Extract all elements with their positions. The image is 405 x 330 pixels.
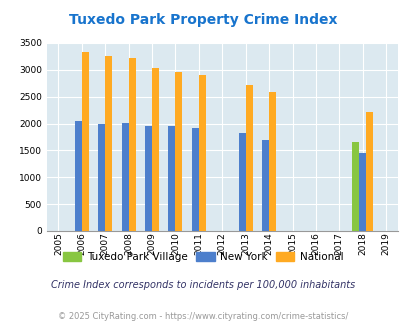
Bar: [198, 75, 205, 231]
Bar: [152, 68, 159, 231]
Bar: [75, 121, 81, 231]
Bar: [175, 72, 182, 231]
Bar: [98, 123, 105, 231]
Bar: [262, 140, 269, 231]
Bar: [352, 142, 358, 231]
Legend: Tuxedo Park Village, New York, National: Tuxedo Park Village, New York, National: [58, 248, 347, 266]
Bar: [122, 123, 128, 231]
Bar: [168, 126, 175, 231]
Bar: [238, 133, 245, 231]
Bar: [358, 153, 365, 231]
Text: © 2025 CityRating.com - https://www.cityrating.com/crime-statistics/: © 2025 CityRating.com - https://www.city…: [58, 312, 347, 321]
Bar: [128, 58, 135, 231]
Bar: [269, 92, 275, 231]
Bar: [82, 52, 89, 231]
Text: Crime Index corresponds to incidents per 100,000 inhabitants: Crime Index corresponds to incidents per…: [51, 280, 354, 290]
Text: Tuxedo Park Property Crime Index: Tuxedo Park Property Crime Index: [68, 13, 337, 27]
Bar: [105, 56, 112, 231]
Bar: [365, 112, 372, 231]
Bar: [245, 85, 252, 231]
Bar: [145, 126, 151, 231]
Bar: [192, 128, 198, 231]
